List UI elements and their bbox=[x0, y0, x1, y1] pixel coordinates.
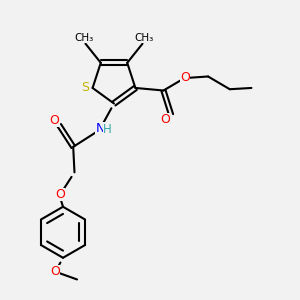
Text: CH₃: CH₃ bbox=[74, 33, 94, 43]
Text: O: O bbox=[50, 114, 60, 127]
Text: CH₃: CH₃ bbox=[134, 33, 154, 43]
Text: O: O bbox=[180, 71, 190, 84]
Text: H: H bbox=[103, 123, 112, 136]
Text: N: N bbox=[95, 122, 105, 136]
Text: S: S bbox=[81, 82, 89, 94]
Text: O: O bbox=[160, 113, 170, 126]
Text: O: O bbox=[50, 265, 60, 278]
Text: O: O bbox=[56, 188, 65, 200]
